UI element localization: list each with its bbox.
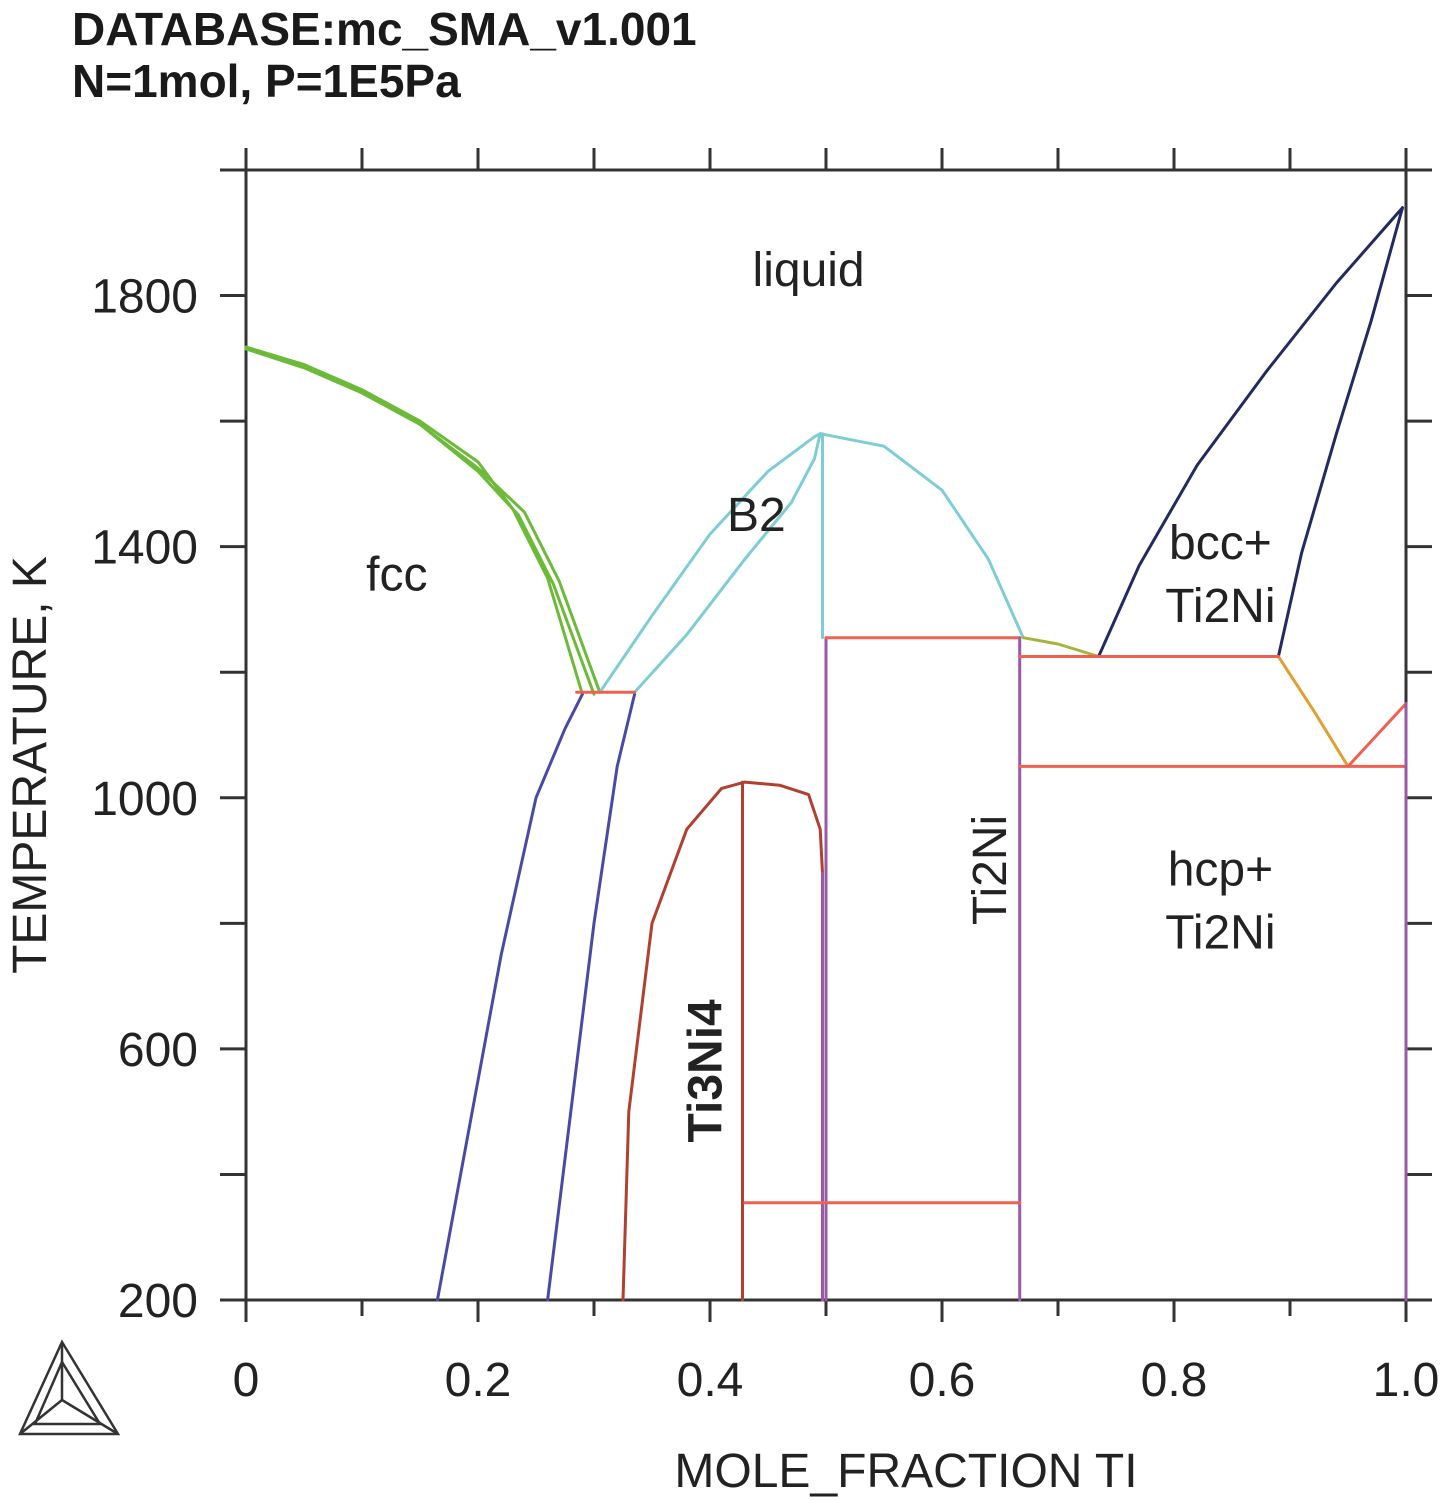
x-tick-label: 1.0 (1373, 1354, 1440, 1407)
x-tick-label: 0.4 (677, 1354, 744, 1407)
phase-region-label: fcc (366, 549, 427, 602)
y-tick-label: 1800 (91, 271, 198, 324)
phase-region-label: liquid (753, 244, 865, 297)
y-tick-label: 200 (118, 1275, 198, 1328)
phase-boundary-line (818, 432, 1025, 640)
compound-phase-label: Ti3Ni4 (680, 999, 733, 1142)
phase-region-label: B2 (727, 489, 786, 542)
database-header: DATABASE:mc_SMA_v1.001 (72, 3, 697, 55)
x-tick-label: 0.6 (909, 1354, 976, 1407)
y-tick-label: 1400 (91, 522, 198, 575)
x-tick-label: 0.2 (445, 1354, 512, 1407)
x-axis-label: MOLE_FRACTION TI (674, 1445, 1137, 1498)
compound-phase-label: Ti2Ni (964, 815, 1017, 925)
software-logo-icon (18, 1339, 121, 1436)
x-tick-label: 0.8 (1141, 1354, 1208, 1407)
phase-boundary-line (1021, 636, 1101, 658)
phase-boundary-line (244, 347, 584, 696)
phase-region-label: Ti2Ni (1165, 906, 1275, 959)
phase-region-label: bcc+ (1169, 517, 1272, 570)
y-axis-label: TEMPERATURE, K (4, 556, 57, 974)
chart-labels: MOLE_FRACTION TI TEMPERATURE, K 0 0.2 0.4 0… (4, 244, 1439, 1498)
phase-boundary-line (1346, 702, 1408, 768)
y-tick-label: 1000 (91, 773, 198, 826)
phase-boundary-line (598, 432, 822, 694)
phase-boundary-line (244, 345, 602, 694)
phase-region-label: hcp+ (1168, 844, 1273, 897)
y-tick-label: 600 (118, 1024, 198, 1077)
x-tick-label: 0 (233, 1354, 260, 1407)
phase-boundary-line (633, 432, 822, 694)
conditions-header: N=1mol, P=1E5Pa (72, 55, 461, 107)
phase-boundary-line (1097, 206, 1404, 658)
phase-boundary-line (1276, 655, 1350, 768)
phase-boundary-line (435, 692, 584, 1302)
phase-region-label: Ti2Ni (1165, 580, 1275, 633)
phase-boundary-line (621, 780, 824, 1302)
phase-boundary-line (244, 347, 596, 696)
phase-boundary-line (546, 692, 637, 1302)
phase-boundary-line (1276, 206, 1404, 658)
phase-boundaries (244, 206, 1408, 1302)
